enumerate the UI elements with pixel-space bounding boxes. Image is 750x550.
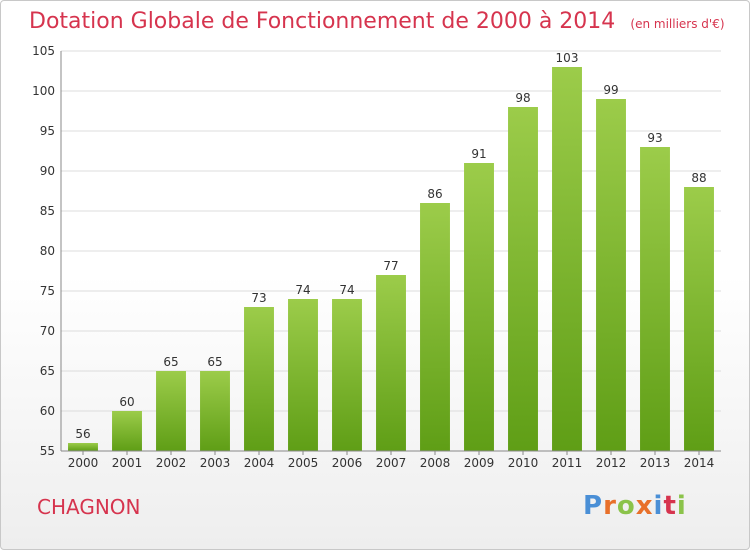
x-tick-label: 2001 bbox=[112, 456, 143, 470]
logo-letter: i bbox=[676, 491, 687, 521]
bar bbox=[596, 99, 626, 451]
bar bbox=[420, 203, 450, 451]
logo-letter: r bbox=[603, 491, 617, 521]
data-label: 77 bbox=[383, 259, 398, 273]
data-label: 65 bbox=[207, 355, 222, 369]
data-label: 98 bbox=[515, 91, 530, 105]
bar bbox=[552, 67, 582, 451]
x-tick-label: 2004 bbox=[244, 456, 275, 470]
x-tick-label: 2006 bbox=[332, 456, 363, 470]
data-label: 93 bbox=[647, 131, 662, 145]
x-tick-label: 2012 bbox=[596, 456, 627, 470]
y-tick-label: 80 bbox=[40, 244, 55, 258]
data-label: 103 bbox=[556, 51, 579, 65]
x-tick-label: 2003 bbox=[200, 456, 231, 470]
x-tick-label: 2013 bbox=[640, 456, 671, 470]
x-tick-label: 2000 bbox=[68, 456, 99, 470]
y-tick-label: 90 bbox=[40, 164, 55, 178]
bar bbox=[288, 299, 318, 451]
data-label: 88 bbox=[691, 171, 706, 185]
bar bbox=[112, 411, 142, 451]
y-tick-label: 75 bbox=[40, 284, 55, 298]
bar bbox=[332, 299, 362, 451]
y-tick-label: 70 bbox=[40, 324, 55, 338]
data-label: 65 bbox=[163, 355, 178, 369]
y-tick-label: 100 bbox=[32, 84, 55, 98]
logo-letter: x bbox=[635, 491, 654, 521]
bar bbox=[376, 275, 406, 451]
logo-letter: t bbox=[663, 491, 677, 521]
data-label: 91 bbox=[471, 147, 486, 161]
data-label: 74 bbox=[339, 283, 354, 297]
bar bbox=[68, 443, 98, 451]
logo-letter: i bbox=[653, 491, 664, 521]
bar bbox=[464, 163, 494, 451]
bar bbox=[640, 147, 670, 451]
title-row: Dotation Globale de Fonctionnement de 20… bbox=[29, 9, 725, 34]
bar bbox=[156, 371, 186, 451]
x-tick-label: 2005 bbox=[288, 456, 319, 470]
y-tick-label: 60 bbox=[40, 404, 55, 418]
x-tick-label: 2010 bbox=[508, 456, 539, 470]
proxiti-logo: Proxiti bbox=[583, 491, 687, 521]
x-tick-label: 2014 bbox=[684, 456, 715, 470]
bar bbox=[200, 371, 230, 451]
bar bbox=[244, 307, 274, 451]
y-tick-label: 85 bbox=[40, 204, 55, 218]
data-label: 99 bbox=[603, 83, 618, 97]
bar bbox=[508, 107, 538, 451]
y-tick-label: 55 bbox=[40, 444, 55, 458]
x-tick-label: 2009 bbox=[464, 456, 495, 470]
axis-layer: 55 60 65 70 75 80 85 90 95 100 105 56 2000 60 2001 65 20… bbox=[32, 44, 721, 470]
logo-letter: P bbox=[583, 491, 604, 521]
data-label: 60 bbox=[119, 395, 134, 409]
bar-layer bbox=[68, 67, 714, 451]
data-label: 56 bbox=[75, 427, 90, 441]
data-label: 86 bbox=[427, 187, 442, 201]
y-tick-label: 65 bbox=[40, 364, 55, 378]
commune-name: CHAGNON bbox=[37, 495, 141, 519]
data-label: 74 bbox=[295, 283, 310, 297]
y-tick-label: 105 bbox=[32, 44, 55, 58]
x-tick-label: 2002 bbox=[156, 456, 187, 470]
x-tick-label: 2011 bbox=[552, 456, 583, 470]
y-tick-label: 95 bbox=[40, 124, 55, 138]
chart-subtitle: (en milliers d'€) bbox=[630, 17, 725, 31]
data-label: 73 bbox=[251, 291, 266, 305]
x-tick-label: 2007 bbox=[376, 456, 407, 470]
logo-letter: o bbox=[616, 491, 636, 521]
chart-title: Dotation Globale de Fonctionnement de 20… bbox=[29, 9, 616, 34]
bar bbox=[684, 187, 714, 451]
x-tick-label: 2008 bbox=[420, 456, 451, 470]
